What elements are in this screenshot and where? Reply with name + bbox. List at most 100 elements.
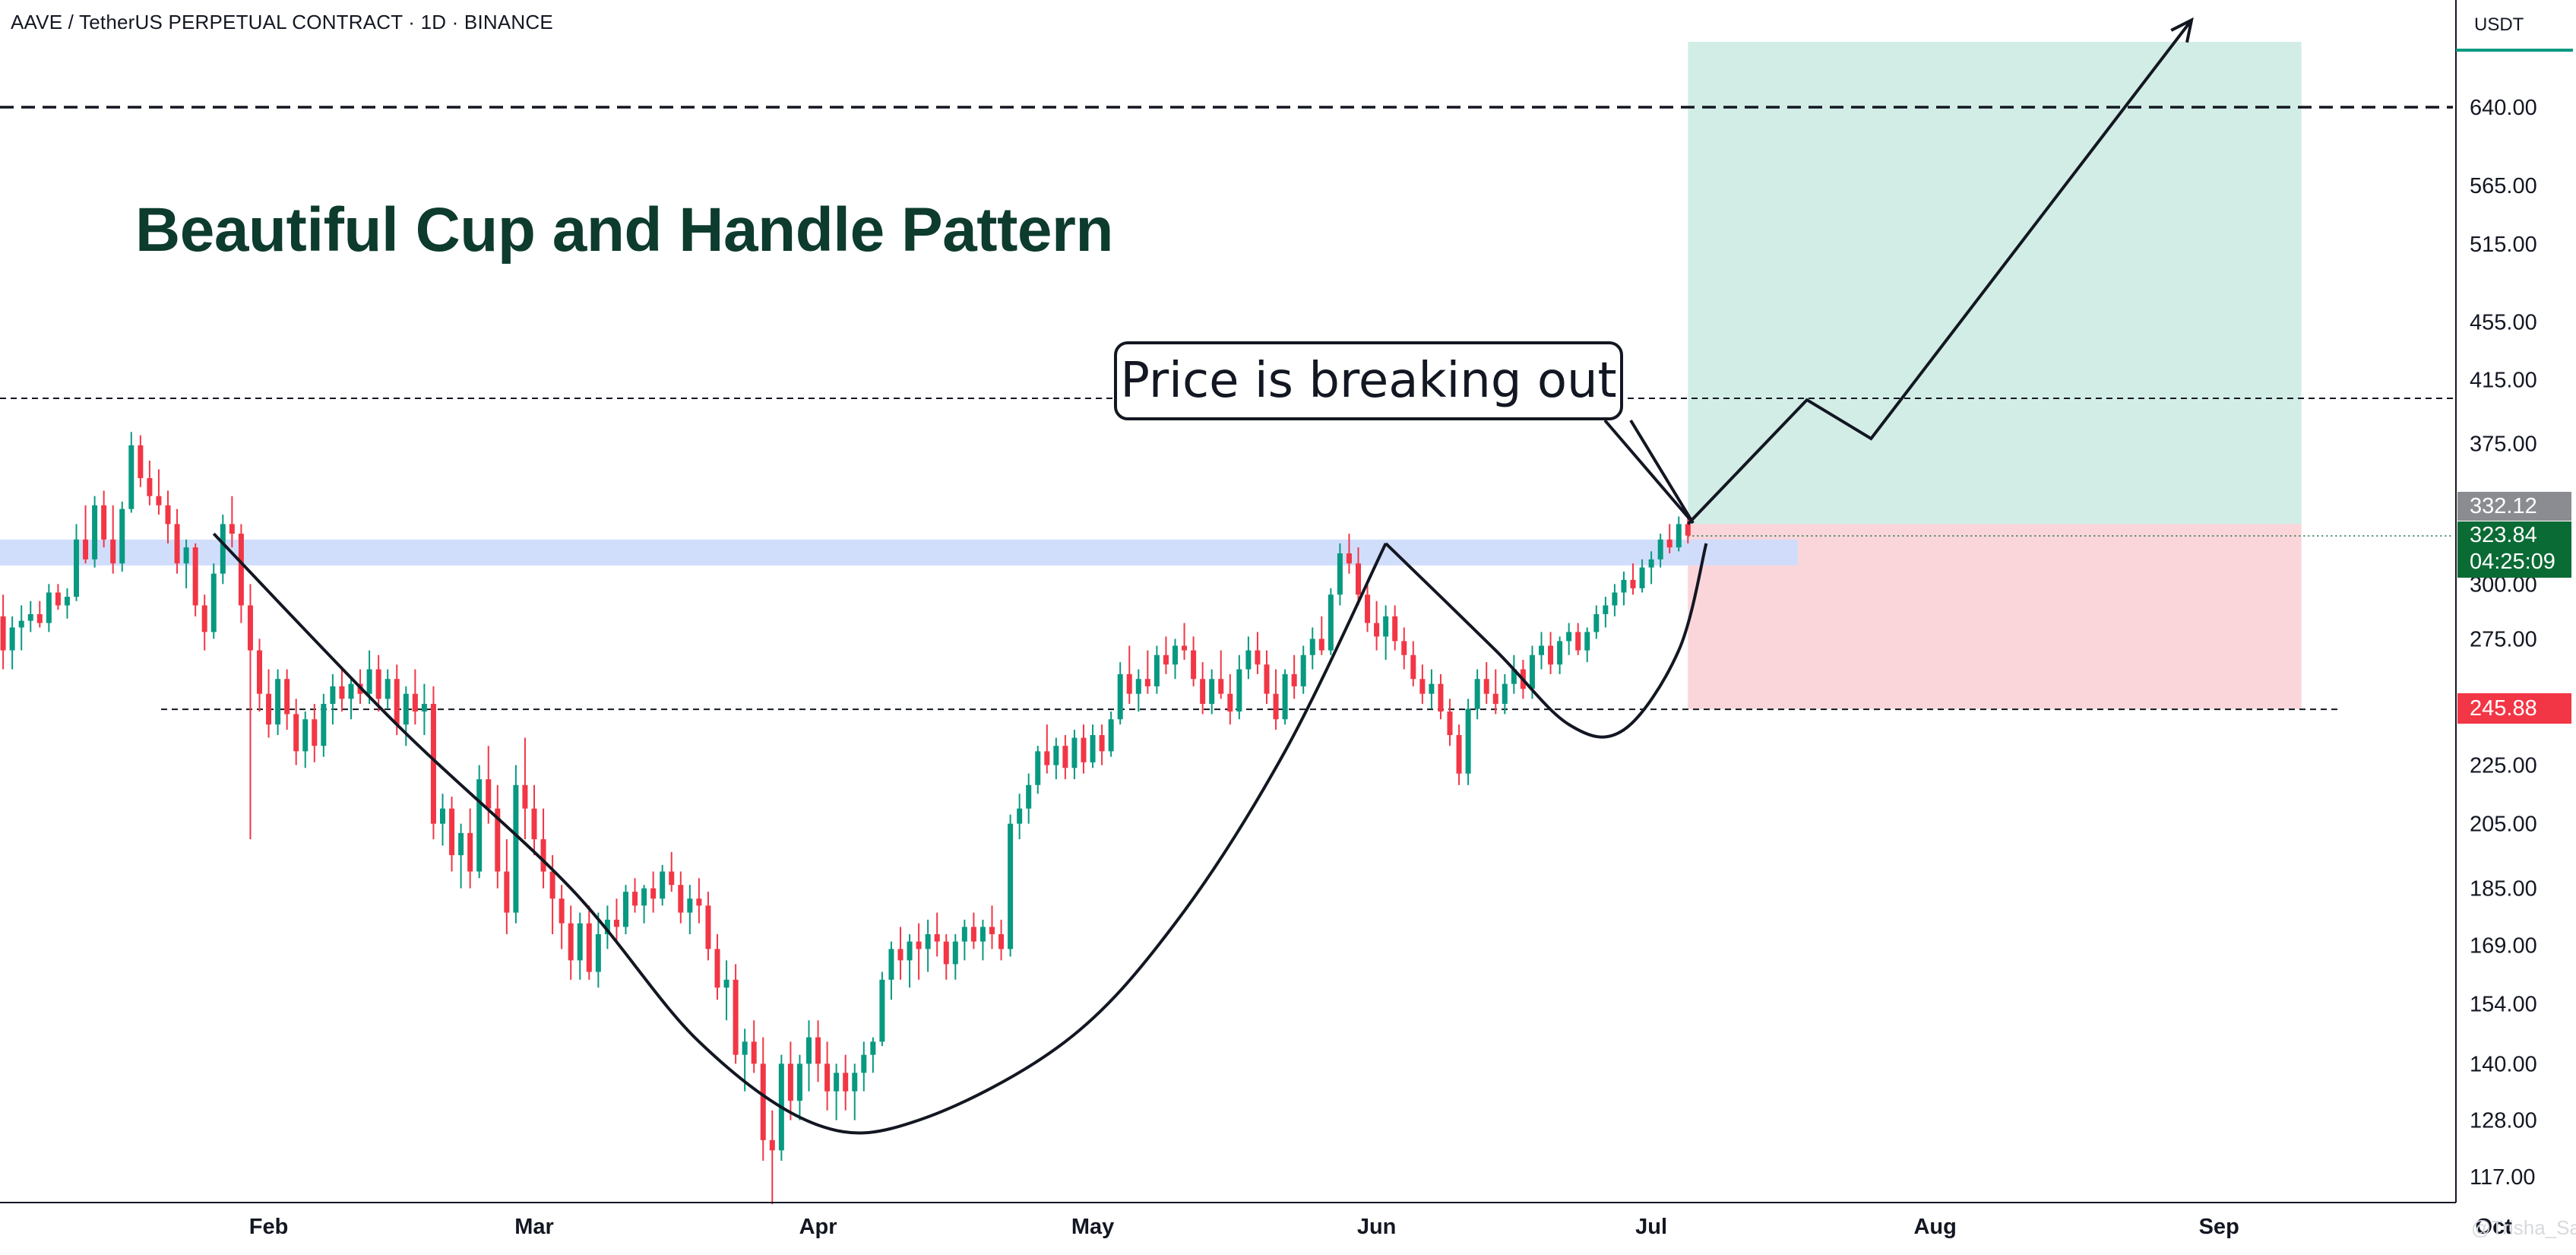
candle-body[interactable] [1255, 650, 1261, 665]
candle-body[interactable] [1154, 654, 1160, 686]
candle-body[interactable] [192, 547, 198, 606]
candle-body[interactable] [714, 949, 720, 988]
candle-body[interactable] [604, 919, 610, 934]
candle-body[interactable] [1035, 751, 1041, 785]
candle-body[interactable] [1026, 784, 1032, 809]
candle-body[interactable] [870, 1041, 876, 1055]
candle-body[interactable] [440, 808, 445, 824]
candle-body[interactable] [1502, 683, 1508, 704]
candle-body[interactable] [1182, 645, 1188, 651]
candle-body[interactable] [1053, 746, 1059, 765]
candle-body[interactable] [1456, 735, 1462, 774]
resistance-zone[interactable] [0, 539, 1798, 566]
candle-body[interactable] [834, 1073, 840, 1092]
candle-body[interactable] [119, 509, 125, 564]
candle-body[interactable] [74, 539, 79, 597]
candle-body[interactable] [1126, 673, 1132, 694]
candle-body[interactable] [1465, 708, 1471, 774]
candle-body[interactable] [1548, 645, 1554, 665]
candle-body[interactable] [312, 719, 318, 746]
candle-body[interactable] [1163, 654, 1169, 665]
candle-body[interactable] [943, 941, 949, 965]
candle-body[interactable] [1392, 616, 1398, 642]
candle-body[interactable] [961, 927, 967, 942]
candle-body[interactable] [165, 505, 171, 525]
candle-body[interactable] [1410, 654, 1416, 680]
candle-body[interactable] [128, 445, 134, 509]
candle-body[interactable] [1557, 641, 1563, 665]
candle-body[interactable] [678, 885, 684, 913]
candle-body[interactable] [1365, 594, 1371, 623]
candle-body[interactable] [559, 898, 565, 924]
candle-body[interactable] [1144, 679, 1150, 686]
candle-body[interactable] [36, 613, 43, 623]
candle-body[interactable] [531, 808, 537, 840]
candle-body[interactable] [201, 605, 207, 632]
candle-body[interactable] [430, 703, 436, 824]
candle-body[interactable] [824, 1063, 831, 1092]
candle-body[interactable] [760, 1063, 766, 1140]
candle-body[interactable] [1209, 679, 1215, 704]
candle-body[interactable] [989, 927, 995, 934]
candle-body[interactable] [522, 784, 528, 809]
candle-body[interactable] [210, 573, 217, 632]
candle-body[interactable] [843, 1073, 849, 1092]
profit-zone[interactable] [1688, 42, 2302, 525]
candle-body[interactable] [568, 923, 574, 961]
candle-body[interactable] [1438, 683, 1444, 712]
candle-body[interactable] [742, 1041, 748, 1055]
candle-body[interactable] [733, 979, 739, 1055]
candle-body[interactable] [1346, 553, 1352, 564]
candle-body[interactable] [1474, 679, 1480, 709]
handle-curve[interactable] [1385, 542, 1708, 739]
candle-body[interactable] [1383, 616, 1389, 637]
candle-body[interactable] [696, 898, 702, 906]
candle-body[interactable] [1575, 632, 1581, 651]
candle-body[interactable] [1593, 613, 1600, 632]
candle-body[interactable] [1044, 751, 1050, 765]
candle-body[interactable] [669, 871, 675, 886]
candle-body[interactable] [1062, 746, 1068, 769]
candle-body[interactable] [156, 496, 162, 505]
candle-body[interactable] [1227, 693, 1233, 712]
candle-body[interactable] [687, 898, 693, 913]
candle-body[interactable] [998, 933, 1005, 949]
candle-body[interactable] [476, 779, 483, 872]
candle-body[interactable] [934, 933, 940, 942]
candle-body[interactable] [174, 524, 180, 564]
candle-body[interactable] [1008, 823, 1014, 949]
candle-body[interactable] [321, 703, 327, 746]
candle-body[interactable] [1492, 693, 1498, 704]
candle-body[interactable] [83, 539, 89, 559]
candle-body[interactable] [660, 871, 666, 899]
candle-body[interactable] [495, 808, 501, 872]
candle-body[interactable] [1282, 673, 1288, 720]
candle-body[interactable] [705, 905, 711, 949]
candle-body[interactable] [394, 679, 400, 725]
candle-body[interactable] [641, 888, 647, 906]
candle-body[interactable] [1081, 737, 1087, 762]
candle-body[interactable] [257, 650, 262, 694]
candle-body[interactable] [879, 979, 885, 1042]
candle-body[interactable] [220, 524, 226, 574]
candle-body[interactable] [467, 832, 473, 872]
candle-body[interactable] [513, 784, 519, 913]
candle-body[interactable] [1401, 641, 1407, 655]
candle-body[interactable] [632, 892, 638, 906]
candle-body[interactable] [925, 933, 931, 949]
candle-body[interactable] [9, 627, 15, 651]
candle-body[interactable] [1374, 623, 1380, 637]
candle-body[interactable] [18, 620, 24, 628]
candle-body[interactable] [247, 605, 253, 651]
candle-body[interactable] [979, 927, 986, 942]
candle-body[interactable] [769, 1139, 775, 1151]
candle-body[interactable] [101, 505, 107, 540]
candle-body[interactable] [861, 1054, 867, 1073]
candle-body[interactable] [1648, 559, 1654, 568]
candle-body[interactable] [1337, 553, 1343, 595]
candle-body[interactable] [1685, 524, 1691, 536]
candle-body[interactable] [110, 539, 116, 564]
candle-body[interactable] [1483, 679, 1489, 694]
